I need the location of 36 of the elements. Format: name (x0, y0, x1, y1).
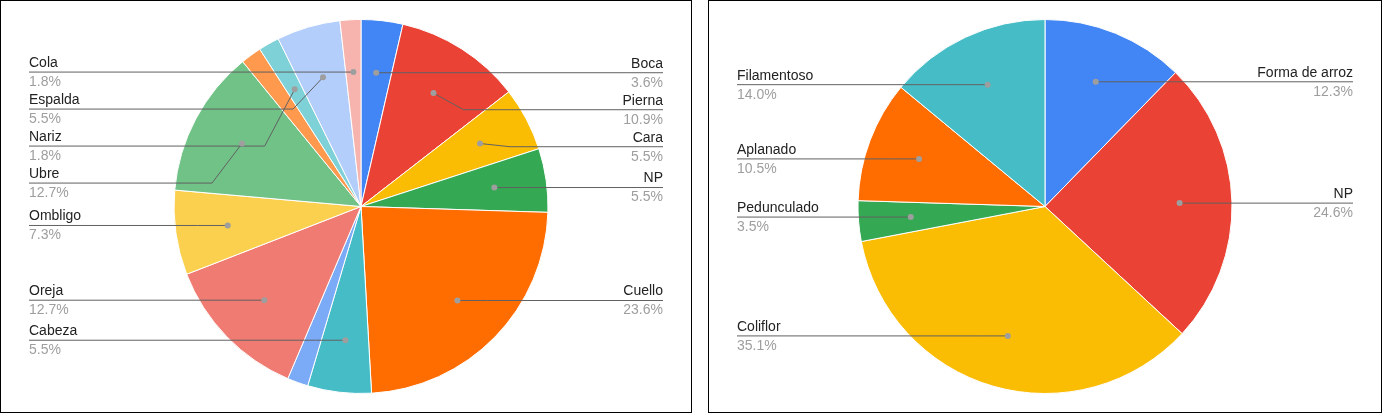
data-label: 1.8% (29, 146, 61, 163)
data-label: 5.5% (29, 341, 61, 358)
data-label: 23.6% (623, 301, 663, 318)
slice-label: Cara (632, 128, 664, 145)
data-label: 5.5% (631, 147, 663, 164)
slice-label: Cabeza (29, 322, 78, 339)
data-label: 5.5% (29, 109, 61, 126)
slice-label: Oreja (29, 282, 64, 299)
data-label: 10.9% (623, 110, 663, 127)
data-label: 12.7% (29, 183, 69, 200)
data-label: 14.0% (737, 85, 777, 102)
slice-label: Pierna (622, 91, 664, 108)
slice-label: Coliflor (737, 317, 781, 334)
data-label: 12.3% (1313, 82, 1353, 99)
data-label: 3.5% (737, 217, 769, 234)
slice-label: Nariz (29, 127, 62, 144)
slice-label: Forma de arroz (1257, 63, 1353, 80)
data-label: 3.6% (631, 73, 663, 90)
data-label: 7.3% (29, 226, 61, 243)
data-label: 10.5% (737, 159, 777, 176)
slice-label: Filamentoso (737, 66, 814, 83)
data-label: 1.8% (29, 72, 61, 89)
slice-label: Pedunculado (737, 198, 819, 215)
slice-label: Cola (29, 53, 59, 70)
slice-label: Ombligo (29, 207, 82, 224)
slice-label: NP (643, 169, 663, 186)
slice-label: Espalda (29, 90, 80, 107)
data-label: 24.6% (1313, 203, 1353, 220)
slice-label: Ubre (29, 164, 60, 181)
slice-label: Aplanado (737, 140, 797, 157)
slice-label: Boca (631, 54, 664, 71)
slice-label: NP (1333, 184, 1353, 201)
slice-label: Cuello (623, 282, 664, 299)
data-label: 35.1% (737, 336, 777, 353)
data-label: 12.7% (29, 301, 69, 318)
data-label: 5.5% (631, 188, 663, 205)
